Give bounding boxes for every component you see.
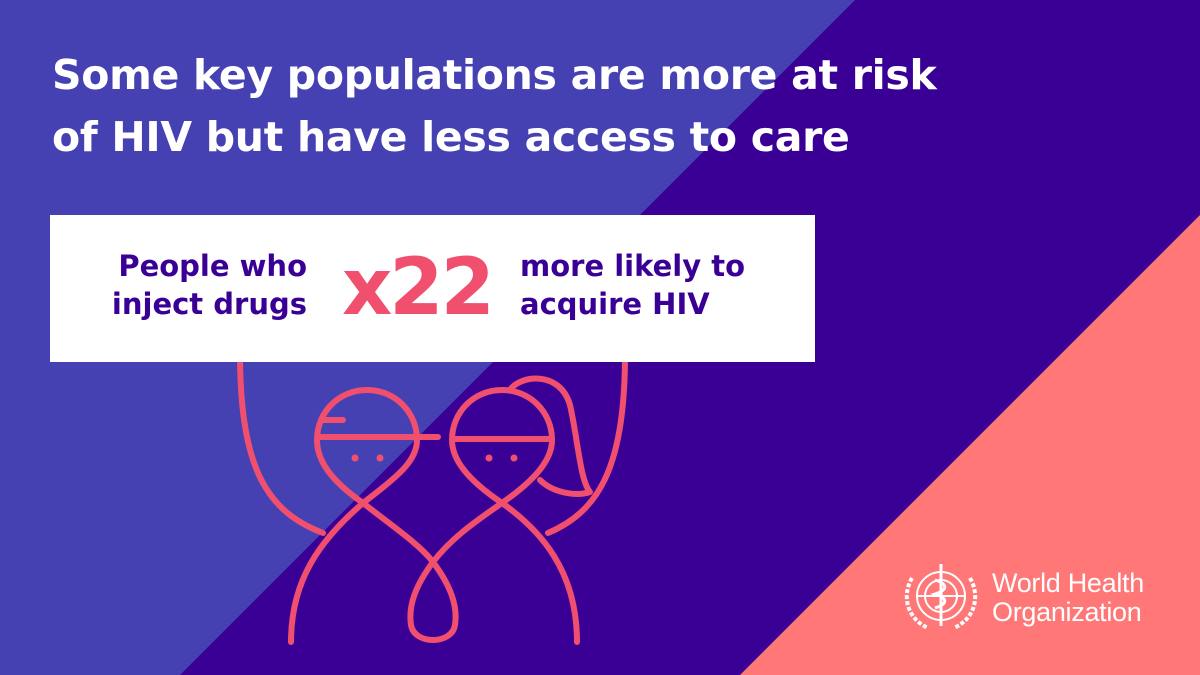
ponytail [507, 375, 593, 497]
stat-card: People who inject drugs x22 more likely … [50, 215, 815, 362]
who-logo: World Health Organization [898, 560, 1144, 636]
left-arm [237, 350, 326, 536]
background-pink-region [740, 215, 1200, 675]
who-emblem-icon [904, 564, 978, 630]
cap-brim [317, 417, 441, 440]
who-wordmark: World Health Organization [992, 569, 1144, 627]
outcome-line-2: acquire HIV [520, 287, 710, 321]
population-line-2: inject drugs [111, 287, 307, 321]
headline-line-2: of HIV but have less access to care [52, 113, 850, 161]
outcome-label: more likely to acquire HIV [520, 247, 745, 323]
right-eye [510, 454, 518, 462]
right-eye [485, 454, 493, 462]
population-label: People who inject drugs [112, 247, 307, 323]
figures-body-outline [288, 387, 580, 645]
population-line-1: People who [118, 249, 307, 283]
left-eye [351, 454, 359, 462]
logo-line-2: Organization [992, 597, 1142, 627]
left-eye [376, 454, 384, 462]
logo-line-1: World Health [992, 568, 1144, 598]
right-arm [545, 352, 628, 536]
risk-multiplier: x22 [342, 243, 495, 333]
headline: Some key populations are more at risk of… [52, 44, 937, 168]
headline-line-1: Some key populations are more at risk [52, 51, 937, 99]
outcome-line-1: more likely to [520, 249, 745, 283]
